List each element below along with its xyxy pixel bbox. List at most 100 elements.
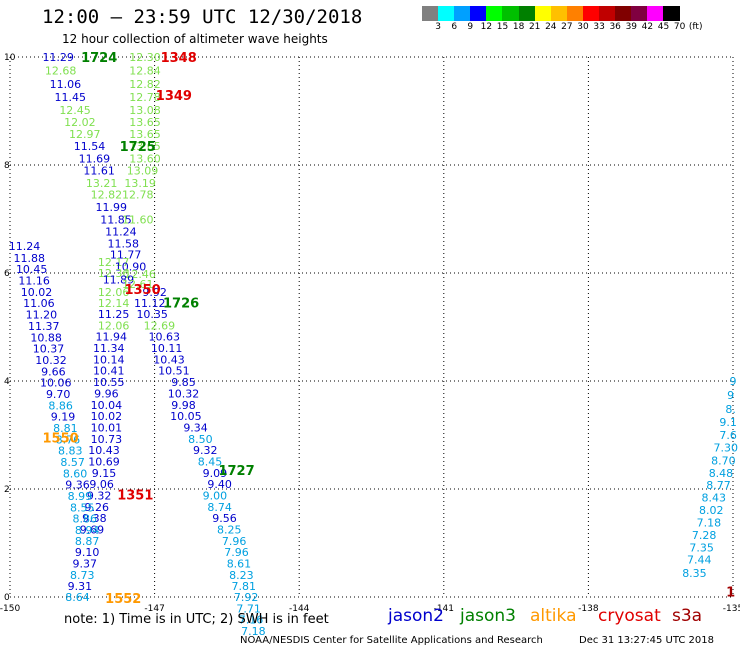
color-scale-label: 21 <box>528 22 541 32</box>
swh-value-label: 9.09 <box>203 467 228 480</box>
swh-value-label: 9.66 <box>41 365 66 378</box>
swh-value-label: 9.92 <box>142 286 167 299</box>
swh-value-label: 9.69 <box>80 524 105 537</box>
swh-value-label: 13.65 <box>129 128 161 141</box>
swh-value-label: 7.16 <box>239 614 264 627</box>
swh-value-label: 9 <box>730 375 737 388</box>
swh-value-label: 11.24 <box>9 240 41 253</box>
swh-value-label: 13.65 <box>129 116 161 129</box>
swh-value-label: 10.32 <box>35 354 67 367</box>
swh-value-label: 9.00 <box>203 489 228 502</box>
color-scale-label: 36 <box>609 22 621 32</box>
swh-value-label: 10.02 <box>21 286 53 299</box>
color-scale-bar <box>422 6 680 21</box>
swh-value-label: 9.98 <box>171 399 196 412</box>
x-tick-label: -150 <box>0 604 20 614</box>
footer-note: note: 1) Time is in UTC; 2) SWH is in fe… <box>64 612 329 627</box>
swh-value-label: 7.30 <box>714 441 739 454</box>
swh-value-label: 12.68 <box>45 65 77 78</box>
color-scale-swatch <box>454 6 471 21</box>
swh-value-label: 12.84 <box>129 65 161 78</box>
swh-value-label: 13.09 <box>127 164 159 177</box>
swh-value-label: 9.85 <box>171 376 196 389</box>
y-tick-label: 10 <box>4 53 16 63</box>
swh-value-label: 8.02 <box>699 504 724 517</box>
swh-value-label: 11.37 <box>28 320 60 333</box>
swh-value-label: 8.86 <box>72 513 97 526</box>
swh-value-label: 11.88 <box>14 252 46 265</box>
swh-value-label: 10.06 <box>40 377 72 390</box>
swh-value-label: 8.76 <box>56 433 81 446</box>
swh-value-label: 8.70 <box>711 454 736 467</box>
swh-value-label: 11.61 <box>83 164 115 177</box>
legend-item-altika: altika <box>530 606 577 626</box>
swh-value-label: 8.43 <box>701 492 726 505</box>
swh-value-label: 12.78 <box>129 91 161 104</box>
legend-item-cryosat: cryosat <box>598 606 661 626</box>
swh-value-label: 7.71 <box>236 602 261 615</box>
swh-value-label: 8.57 <box>60 456 85 469</box>
swh-value-label: 9.36 <box>65 479 90 492</box>
swh-value-label: 11.58 <box>108 237 140 250</box>
swh-value-label: 8.50 <box>188 433 213 446</box>
y-tick-label: 0 <box>4 593 10 603</box>
pass-time-label: 1349 <box>156 89 192 104</box>
swh-value-label: 10.32 <box>168 387 200 400</box>
swh-value-label: 9.96 <box>94 387 119 400</box>
swh-value-label: 12.61 <box>122 278 154 291</box>
swh-value-label: 8.94 <box>75 524 100 537</box>
swh-value-label: 12.30 <box>129 51 161 64</box>
swh-value-label: 7.92 <box>234 591 259 604</box>
swh-value-label: 12.14 <box>98 297 130 310</box>
swh-value-label: 8.60 <box>63 467 88 480</box>
color-scale-label: 39 <box>625 22 638 32</box>
color-scale-swatch <box>615 6 632 21</box>
swh-value-label: 11.94 <box>95 331 127 344</box>
swh-value-label: 12.69 <box>144 319 176 332</box>
color-scale-swatch <box>550 6 567 21</box>
y-tick-label: 8 <box>4 161 10 171</box>
x-tick-label: -138 <box>578 604 599 614</box>
swh-value-label: 8.81 <box>53 422 78 435</box>
swh-value-label: 10.05 <box>170 410 202 423</box>
swh-value-label: 12.02 <box>64 116 96 129</box>
swh-value-label: 7.18 <box>697 516 722 529</box>
axis-ticks: -150 -147 -144 -141 -138 -135 0 2 4 6 8 10 <box>0 53 740 614</box>
color-scale-swatch <box>438 6 455 21</box>
swh-value-label: 9.40 <box>207 478 232 491</box>
swh-value-label: 13.65 <box>129 140 161 153</box>
swh-value-label: 7.18 <box>241 625 266 638</box>
swh-value-label: 8.55 <box>70 501 95 514</box>
swh-value-label: 11.29 <box>42 51 74 64</box>
color-scale-label: 15 <box>496 22 509 32</box>
legend-item-s3a: s3a <box>672 606 703 626</box>
swh-value-label: 11.25 <box>98 308 130 321</box>
swh-value-label: 10.37 <box>33 343 65 356</box>
color-scale-swatch <box>502 6 519 21</box>
footer-credit: NOAA/NESDIS Center for Satellite Applica… <box>240 635 543 646</box>
swh-value-label: 11.60 <box>122 214 154 227</box>
swh-value-label: 9.15 <box>92 467 117 480</box>
swh-value-label: 8.25 <box>217 524 242 537</box>
swh-value-label: 8.45 <box>198 455 223 468</box>
swh-value-label: 11.20 <box>26 309 58 322</box>
color-scale-swatch <box>534 6 551 21</box>
color-scale-swatch <box>599 6 616 21</box>
swh-value-label: 10.88 <box>30 331 62 344</box>
swh-value-label: 11.24 <box>105 225 137 238</box>
color-scale-labels: 3 6 9 12 15 18 21 24 27 30 33 36 39 42 45 70 (ft) <box>422 22 732 34</box>
color-scale-swatch <box>486 6 503 21</box>
swh-value-label: 12.97 <box>69 128 101 141</box>
y-tick-label: 4 <box>4 377 10 387</box>
y-tick-label: 6 <box>4 269 10 279</box>
pass-time-label: 1350 <box>124 283 160 298</box>
color-scale-swatch <box>470 6 487 21</box>
swh-value-label: 8.64 <box>65 591 90 604</box>
color-scale-swatch <box>647 6 664 21</box>
color-scale-label: 33 <box>593 22 605 32</box>
color-scale-swatch <box>566 6 583 21</box>
swh-value-label: 10.55 <box>93 376 125 389</box>
swh-value-label: 12.78 <box>122 189 154 202</box>
color-scale-swatch <box>631 6 648 21</box>
swh-value-label: 10.63 <box>148 331 180 344</box>
